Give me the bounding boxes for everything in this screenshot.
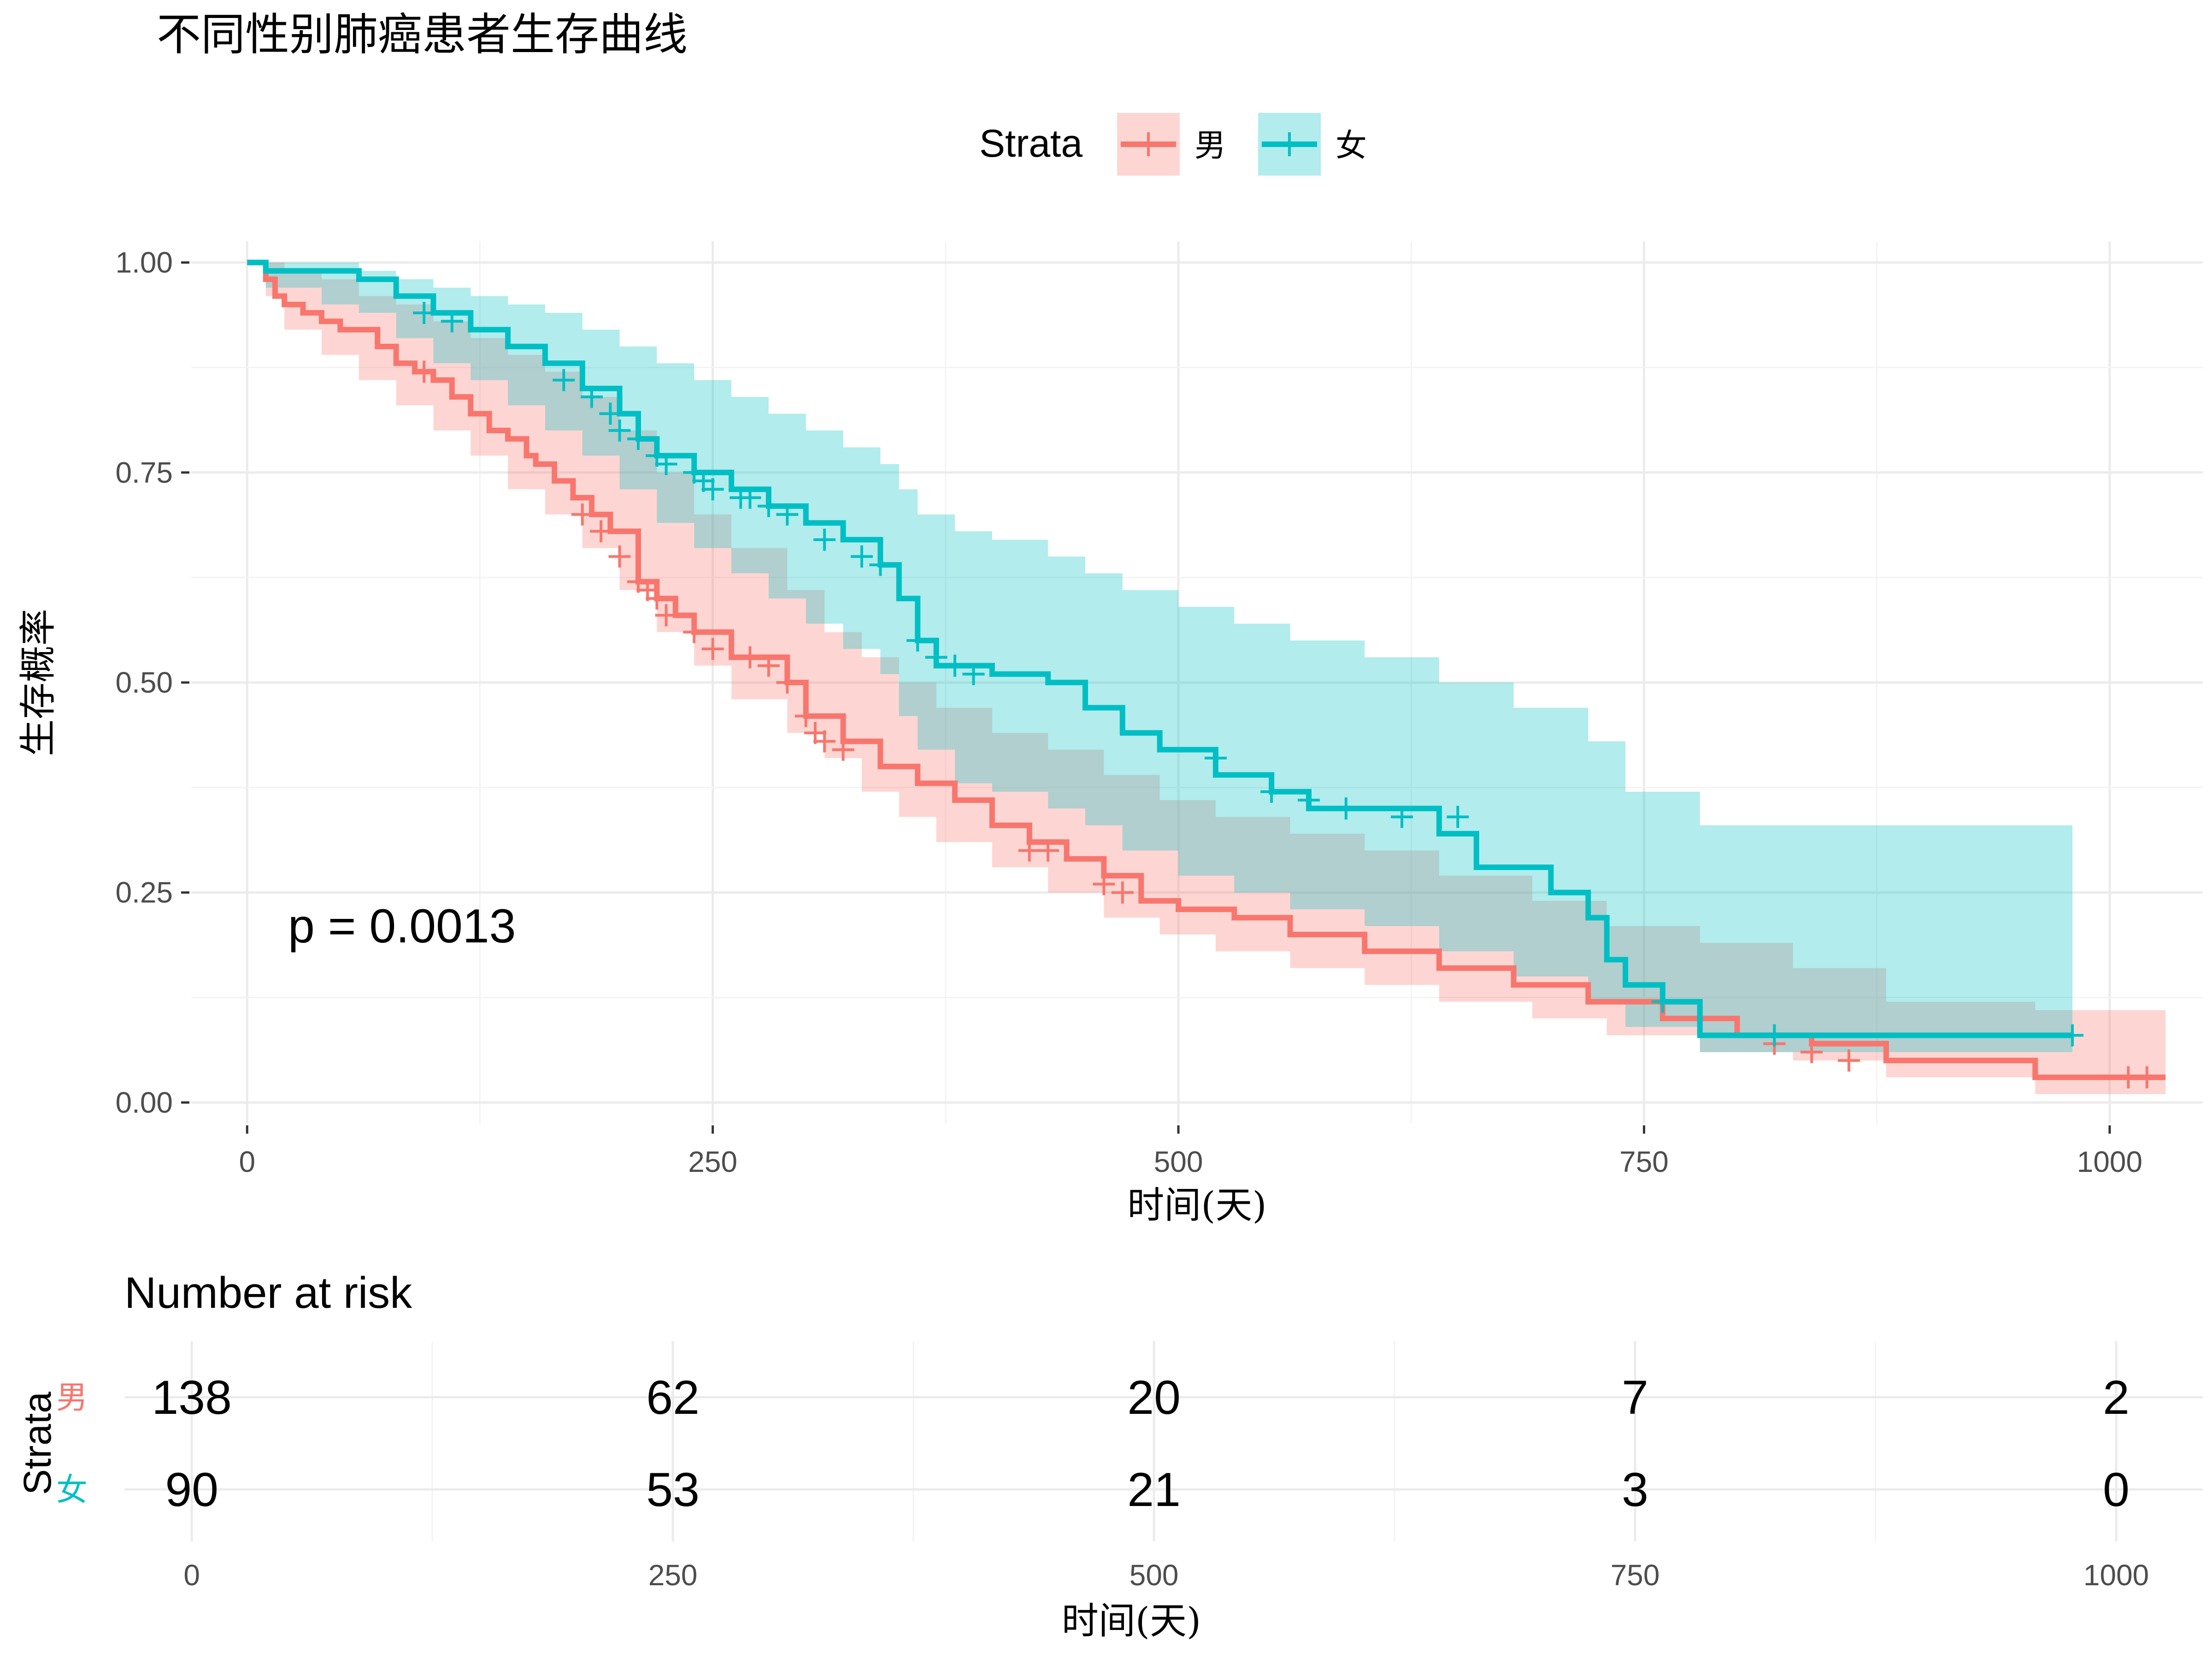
censor-mark-male (739, 646, 761, 669)
risk-count-female: 0 (2103, 1463, 2130, 1517)
censor-mark-female (627, 428, 649, 450)
censor-mark-female (441, 310, 463, 333)
risk-x-tick-label: 0 (183, 1559, 200, 1592)
risk-count-female: 90 (165, 1463, 218, 1517)
legend-item-female[interactable]: 女 (1258, 113, 1367, 176)
censor-mark-female (925, 646, 947, 669)
censor-mark-female (1763, 1024, 1786, 1047)
censor-mark-female (962, 663, 985, 685)
censor-mark-female (1447, 806, 1469, 828)
censor-mark-female (599, 402, 622, 425)
censor-mark-female (906, 629, 929, 652)
censor-mark-female (851, 545, 873, 568)
legend-label-female: 女 (1335, 128, 1367, 164)
risk-row-label-female: 女 (56, 1472, 88, 1508)
censor-mark-male (683, 621, 706, 643)
censor-mark-female (701, 478, 724, 500)
x-tick-label: 750 (1619, 1145, 1669, 1178)
censor-mark-male (646, 587, 668, 610)
censor-mark-male (701, 638, 724, 660)
censor-mark-female (2061, 1024, 2084, 1047)
censor-mark-male (1093, 873, 1115, 895)
censor-mark-female (553, 369, 575, 391)
risk-count-male: 2 (2103, 1371, 2130, 1424)
censor-mark-male (1800, 1041, 1823, 1064)
x-axis-title: 时间(天) (1127, 1184, 1266, 1227)
censor-mark-female (1260, 780, 1283, 803)
censor-mark-female (655, 453, 677, 476)
censor-mark-female (944, 654, 966, 677)
censor-mark-male (757, 654, 780, 677)
risk-x-tick-label: 1000 (2083, 1559, 2149, 1592)
confidence-band-female (247, 262, 2073, 1053)
y-tick-label: 1.00 (115, 246, 173, 279)
x-tick-label: 250 (688, 1145, 737, 1178)
risk-x-tick-label: 250 (648, 1559, 698, 1592)
risk-row-label-male: 男 (56, 1380, 88, 1416)
risk-count-male: 7 (1622, 1371, 1648, 1424)
p-value-annotation: p = 0.0013 (288, 900, 516, 953)
x-tick-label: 500 (1154, 1145, 1203, 1178)
legend-label-male: 男 (1194, 128, 1226, 164)
risk-count-female: 3 (1622, 1463, 1648, 1517)
censor-mark-female (608, 419, 631, 442)
risk-x-axis-title: 时间(天) (1062, 1600, 1201, 1642)
risk-count-male: 62 (646, 1371, 700, 1424)
censor-mark-female (580, 386, 603, 408)
censor-mark-female (1651, 990, 1674, 1013)
censor-mark-male (655, 604, 677, 627)
y-tick-label: 0.50 (115, 666, 173, 699)
censor-mark-female (757, 495, 780, 518)
y-tick-label: 0.75 (115, 456, 173, 489)
censor-mark-male (1111, 881, 1134, 904)
censor-mark-male (608, 545, 631, 568)
censor-mark-female (1204, 747, 1227, 770)
censor-mark-female (739, 486, 761, 509)
censor-mark-male (794, 705, 817, 727)
censor-mark-male (832, 738, 854, 761)
x-tick-label: 0 (239, 1145, 255, 1178)
censor-mark-male (590, 520, 612, 542)
risk-x-tick-label: 500 (1130, 1559, 1179, 1592)
censor-mark-male (1838, 1049, 1860, 1072)
censor-mark-male (2117, 1066, 2140, 1088)
legend-item-male[interactable]: 男 (1117, 113, 1226, 176)
censor-mark-male (413, 360, 435, 383)
legend: Strata 男 女 (979, 113, 1367, 176)
chart-title: 不同性别肺癌患者生存曲线 (157, 9, 688, 60)
survival-line-male (247, 259, 2166, 1080)
y-axis-title: 生存概率 (17, 609, 59, 756)
risk-y-axis-title: Strata (16, 1392, 59, 1495)
risk-x-tick-label: 750 (1611, 1559, 1660, 1592)
y-tick-label: 0.25 (115, 876, 173, 909)
censor-mark-male (776, 671, 799, 694)
censor-mark-male (1037, 839, 1059, 862)
censor-mark-male (2136, 1066, 2158, 1088)
x-tick-label: 1000 (2077, 1145, 2142, 1178)
censor-mark-female (1391, 806, 1413, 828)
censor-mark-female (1335, 797, 1357, 820)
censor-mark-female (1298, 789, 1320, 812)
legend-title: Strata (979, 122, 1082, 165)
censor-mark-male (571, 503, 594, 526)
censor-mark-male (1018, 839, 1041, 862)
y-tick-label: 0.00 (115, 1086, 173, 1119)
survival-line-female (247, 259, 2073, 1038)
risk-count-female: 21 (1127, 1463, 1181, 1517)
risk-table-title: Number at risk (124, 1268, 412, 1318)
censor-mark-female (776, 503, 799, 526)
censor-mark-female (413, 301, 435, 324)
confidence-band-male (247, 262, 2166, 1094)
risk-count-female: 53 (646, 1463, 700, 1517)
risk-count-male: 138 (152, 1371, 232, 1424)
censor-mark-female (813, 529, 836, 551)
risk-count-male: 20 (1127, 1371, 1181, 1424)
censor-mark-female (869, 553, 892, 576)
censor-mark-male (813, 730, 836, 753)
